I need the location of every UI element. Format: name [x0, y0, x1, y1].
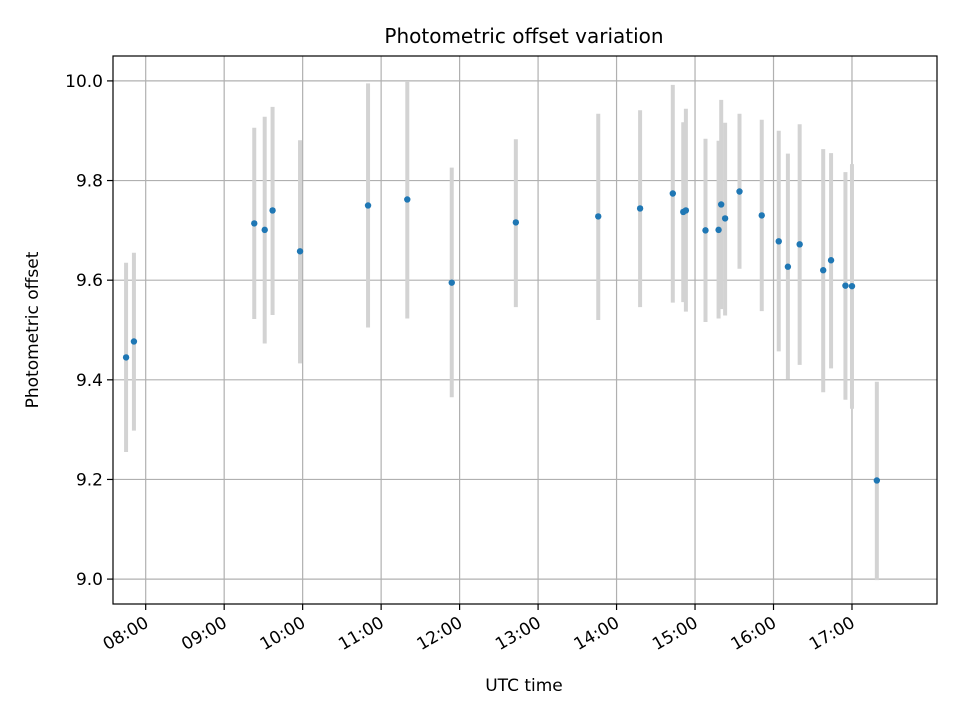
y-tick-label: 10.0 [65, 72, 103, 92]
data-point [130, 338, 138, 345]
plot-frame [112, 55, 938, 605]
data-point [296, 248, 304, 255]
data-point [682, 207, 690, 214]
data-point [364, 202, 372, 209]
x-axis-label: UTC time [485, 676, 563, 696]
data-point [736, 188, 743, 195]
y-tick-label: 9.4 [76, 371, 103, 391]
data-point [784, 263, 792, 270]
y-tick-label: 9.6 [76, 271, 103, 291]
data-point [758, 212, 765, 219]
data-point [269, 207, 276, 214]
data-point [775, 238, 782, 245]
y-tick-label: 9.8 [76, 172, 103, 192]
y-axis-label: Photometric offset [23, 251, 43, 408]
y-tick-label: 9.2 [76, 470, 103, 490]
data-point [721, 215, 729, 222]
data-point [448, 279, 455, 286]
data-point [873, 477, 881, 484]
data-point [251, 220, 258, 227]
data-points [122, 188, 881, 484]
data-point [669, 190, 676, 197]
data-point [827, 257, 835, 264]
data-point [636, 205, 644, 212]
data-point [820, 267, 827, 274]
data-point [842, 282, 849, 289]
y-tick-label: 9.0 [76, 570, 103, 590]
data-point [717, 201, 725, 208]
chart-title: Photometric offset variation [384, 24, 663, 48]
data-point [715, 226, 722, 234]
data-point [404, 196, 411, 203]
data-point [261, 226, 268, 234]
data-point [702, 227, 709, 234]
data-point [595, 213, 602, 220]
y-axis: 9.0 9.2 9.4 9.6 9.8 10.0 [65, 72, 113, 590]
data-point [848, 282, 856, 290]
data-point [796, 241, 803, 248]
data-point [122, 354, 130, 361]
data-point [512, 219, 520, 226]
